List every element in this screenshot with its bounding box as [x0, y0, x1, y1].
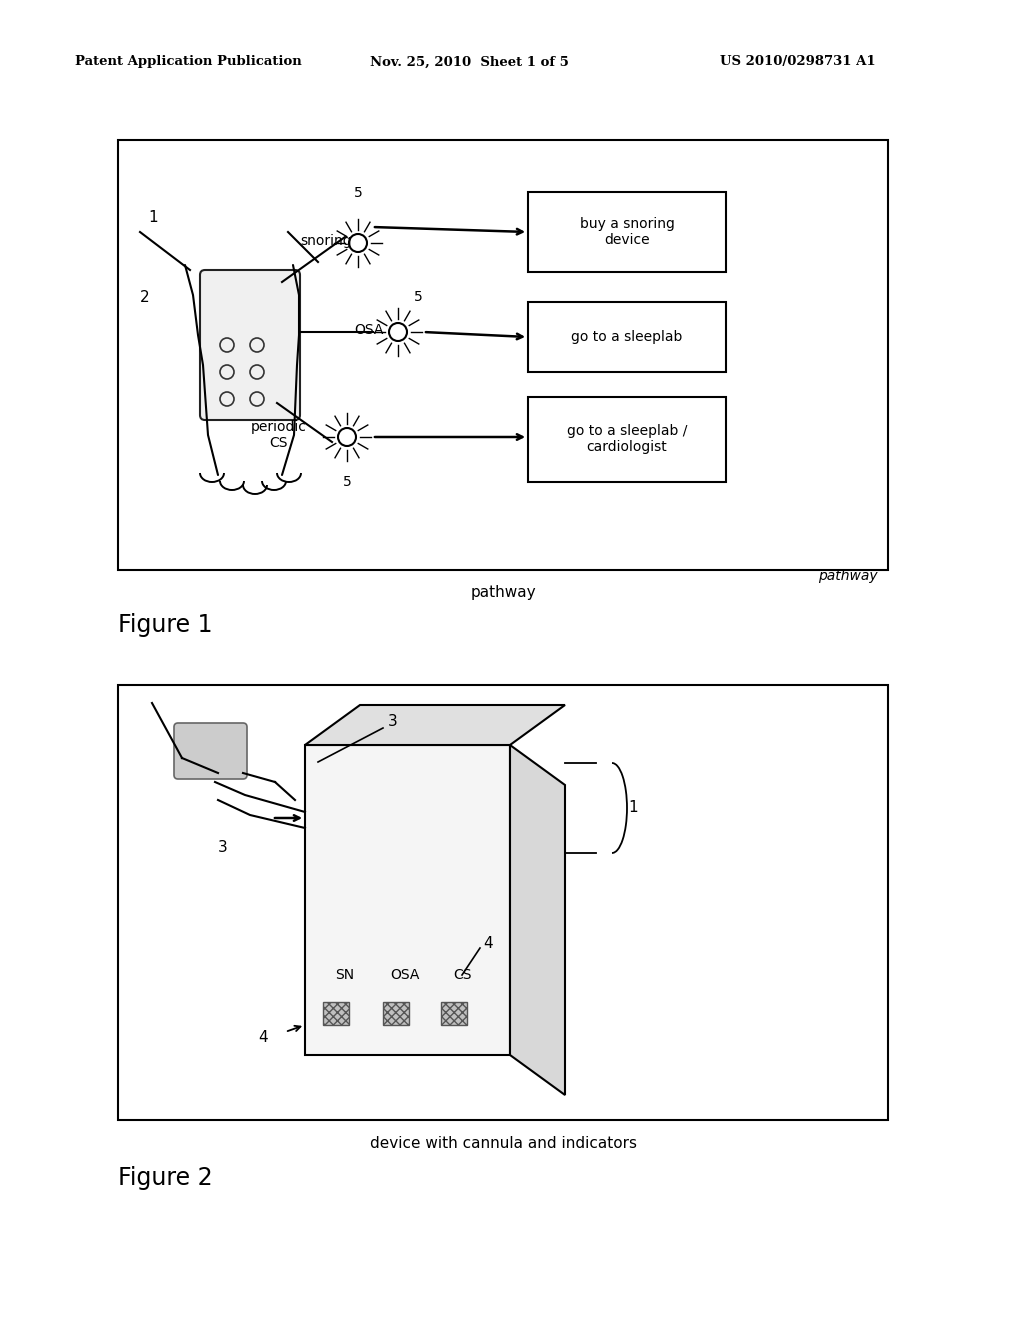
Text: go to a sleeplab: go to a sleeplab [571, 330, 683, 345]
FancyBboxPatch shape [323, 1002, 349, 1026]
Text: 3: 3 [388, 714, 397, 730]
Text: 1: 1 [628, 800, 638, 816]
Text: OSA: OSA [354, 323, 383, 337]
Bar [528, 191, 726, 272]
Text: periodic
CS: periodic CS [251, 420, 307, 450]
Text: SN: SN [336, 968, 354, 982]
Bar [528, 302, 726, 372]
Text: 4: 4 [483, 936, 493, 950]
Bar [118, 140, 888, 570]
Polygon shape [510, 744, 565, 1096]
FancyBboxPatch shape [383, 1002, 409, 1026]
Text: go to a sleeplab /
cardiologist: go to a sleeplab / cardiologist [567, 424, 687, 454]
Text: Figure 2: Figure 2 [118, 1166, 213, 1191]
Text: Figure 1: Figure 1 [118, 612, 213, 638]
Text: 5: 5 [354, 186, 362, 201]
Text: 5: 5 [414, 290, 423, 304]
Text: 2: 2 [140, 290, 150, 305]
Text: 1: 1 [148, 210, 158, 224]
Polygon shape [305, 705, 565, 744]
Text: US 2010/0298731 A1: US 2010/0298731 A1 [720, 55, 876, 69]
Bar [118, 685, 888, 1119]
Text: CS: CS [453, 968, 471, 982]
Text: device with cannula and indicators: device with cannula and indicators [370, 1135, 637, 1151]
FancyBboxPatch shape [441, 1002, 467, 1026]
Text: 4: 4 [258, 1031, 267, 1045]
Text: Nov. 25, 2010  Sheet 1 of 5: Nov. 25, 2010 Sheet 1 of 5 [370, 55, 569, 69]
Bar [528, 397, 726, 482]
Text: snoring: snoring [300, 234, 351, 248]
Text: 3: 3 [218, 841, 227, 855]
Bar [305, 744, 510, 1055]
Text: pathway: pathway [818, 569, 878, 583]
Text: OSA: OSA [390, 968, 420, 982]
FancyBboxPatch shape [174, 723, 247, 779]
Text: pathway: pathway [470, 585, 536, 599]
FancyBboxPatch shape [200, 271, 300, 420]
Text: 5: 5 [343, 475, 352, 488]
Text: Patent Application Publication: Patent Application Publication [75, 55, 302, 69]
Text: buy a snoring
device: buy a snoring device [580, 216, 675, 247]
